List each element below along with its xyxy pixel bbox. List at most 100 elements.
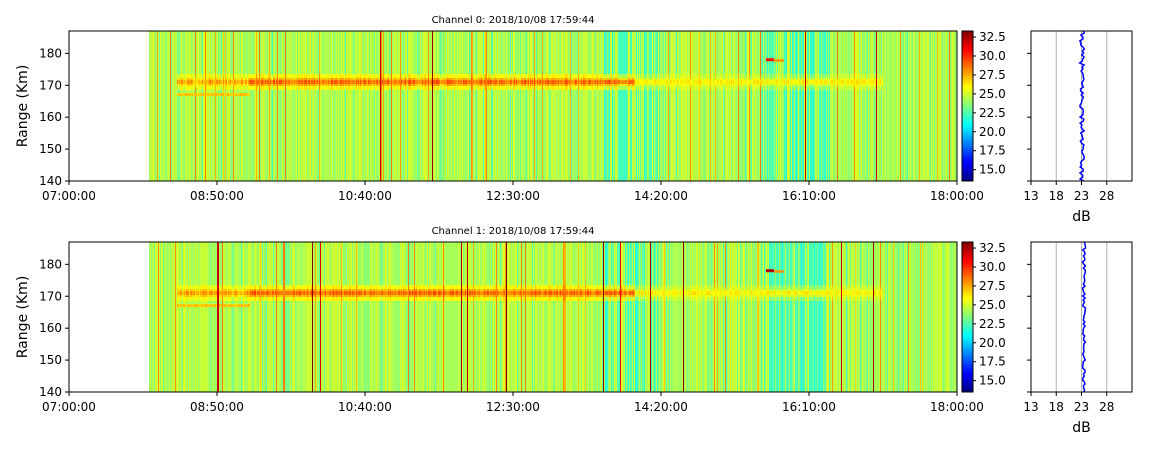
heatmap-layer-cell bbox=[605, 86, 606, 91]
heatmap-layer-cell bbox=[804, 84, 805, 87]
heatmap-layer-cell bbox=[667, 74, 668, 79]
heatmap-layer-cell bbox=[550, 86, 551, 91]
heatmap-layer-cell bbox=[866, 80, 867, 85]
heatmap-column bbox=[658, 31, 659, 181]
heatmap-layer-cell bbox=[738, 74, 739, 79]
heatmap-layer-cell bbox=[341, 84, 342, 87]
heatmap-layer-cell bbox=[403, 86, 404, 91]
heatmap-layer-cell bbox=[709, 78, 710, 81]
heatmap-layer-cell bbox=[747, 80, 748, 85]
heatmap-column bbox=[789, 31, 790, 181]
heatmap-layer-cell bbox=[250, 74, 251, 79]
heatmap-layer-cell bbox=[367, 80, 368, 85]
heatmap-layer-cell bbox=[342, 78, 343, 81]
heatmap-layer-cell bbox=[746, 74, 747, 79]
heatmap-layer-cell bbox=[258, 84, 259, 87]
heatmap-column-fill bbox=[181, 31, 182, 181]
heatmap-column bbox=[654, 31, 655, 181]
heatmap-column bbox=[444, 31, 445, 181]
heatmap-layer-cell bbox=[476, 86, 477, 91]
heatmap-layer-cell bbox=[302, 86, 303, 91]
heatmap-layer-cell bbox=[343, 78, 344, 81]
heatmap-column bbox=[858, 31, 859, 181]
heatmap-layer-cell bbox=[516, 74, 517, 79]
heatmap-column bbox=[646, 31, 647, 181]
heatmap-column-fill bbox=[818, 31, 819, 181]
heatmap-layer-cell bbox=[637, 74, 638, 79]
heatmap-layer-cell bbox=[587, 80, 588, 85]
heatmap-layer-cell bbox=[260, 86, 261, 91]
heatmap-layer-cell bbox=[386, 84, 387, 87]
heatmap-column-fill bbox=[462, 31, 463, 181]
heatmap-layer-cell bbox=[756, 74, 757, 79]
heatmap-layer-cell bbox=[374, 86, 375, 91]
heatmap-layer-cell bbox=[370, 78, 371, 81]
heatmap-layer-cell bbox=[178, 78, 179, 81]
heatmap-layer-cell bbox=[208, 84, 209, 87]
heatmap-layer-cell bbox=[760, 78, 761, 81]
heatmap-layer-cell bbox=[425, 74, 426, 79]
heatmap-layer-cell bbox=[708, 80, 709, 85]
heatmap-layer-cell bbox=[672, 84, 673, 87]
heatmap-layer-cell bbox=[631, 78, 632, 81]
heatmap-layer-cell bbox=[622, 80, 623, 85]
heatmap-layer-cell bbox=[734, 78, 735, 81]
heatmap-layer-cell bbox=[659, 74, 660, 79]
heatmap-layer-cell bbox=[220, 93, 221, 97]
heatmap-layer-cell bbox=[727, 80, 728, 85]
heatmap-column-fill bbox=[783, 31, 784, 181]
heatmap-layer-cell bbox=[846, 80, 847, 85]
heatmap-layer-cell bbox=[341, 80, 342, 85]
heatmap-layer-cell bbox=[447, 80, 448, 85]
heatmap-layer-cell bbox=[464, 86, 465, 91]
heatmap-layer-cell bbox=[746, 80, 747, 85]
heatmap-layer-cell bbox=[823, 84, 824, 87]
heatmap-layer-cell bbox=[440, 80, 441, 85]
heatmap-layer-cell bbox=[293, 80, 294, 85]
heatmap-layer-cell bbox=[612, 74, 613, 79]
heatmap-layer-cell bbox=[662, 78, 663, 81]
heatmap-layer-cell bbox=[870, 86, 871, 91]
heatmap-layer-cell bbox=[201, 84, 202, 87]
heatmap-layer-cell bbox=[413, 86, 414, 91]
heatmap-column-fill bbox=[429, 31, 430, 181]
heatmap-layer-cell bbox=[695, 80, 696, 85]
heatmap-layer-cell bbox=[484, 74, 485, 79]
heatmap-layer-cell bbox=[402, 74, 403, 79]
heatmap-layer-cell bbox=[472, 74, 473, 79]
heatmap-column-fill bbox=[549, 31, 550, 181]
heatmap-column bbox=[277, 31, 278, 181]
heatmap-layer-cell bbox=[497, 74, 498, 79]
heatmap-column-fill bbox=[422, 31, 423, 181]
heatmap-layer-cell bbox=[317, 80, 318, 85]
heatmap-layer-cell bbox=[615, 78, 616, 81]
heatmap-column-fill bbox=[394, 31, 395, 181]
heatmap-layer-cell bbox=[745, 84, 746, 87]
heatmap-layer-cell bbox=[327, 74, 328, 79]
heatmap-layer-cell bbox=[344, 86, 345, 91]
heatmap-layer-cell bbox=[480, 78, 481, 81]
heatmap-layer-cell bbox=[214, 93, 215, 97]
heatmap-column-fill bbox=[457, 31, 458, 181]
heatmap-layer-cell bbox=[539, 78, 540, 81]
heatmap-layer-cell bbox=[548, 84, 549, 87]
heatmap-layer-cell bbox=[579, 74, 580, 79]
heatmap-layer-cell bbox=[812, 86, 813, 91]
heatmap-layer-cell bbox=[707, 78, 708, 81]
heatmap-column bbox=[563, 31, 564, 181]
heatmap-column bbox=[677, 31, 678, 181]
heatmap-layer-cell bbox=[749, 78, 750, 81]
heatmap-layer-cell bbox=[324, 84, 325, 87]
heatmap-layer-cell bbox=[417, 80, 418, 85]
heatmap-layer-cell bbox=[489, 86, 490, 91]
heatmap-layer-cell bbox=[388, 80, 389, 85]
heatmap-layer-cell bbox=[496, 78, 497, 81]
heatmap-layer-cell bbox=[478, 86, 479, 91]
heatmap-layer-cell bbox=[649, 80, 650, 85]
heatmap-layer-cell bbox=[550, 74, 551, 79]
heatmap-layer-cell bbox=[196, 80, 197, 85]
heatmap-column bbox=[389, 31, 390, 181]
heatmap-layer-cell bbox=[213, 84, 214, 87]
heatmap-layer-cell bbox=[602, 78, 603, 81]
heatmap-column-fill bbox=[531, 31, 532, 181]
